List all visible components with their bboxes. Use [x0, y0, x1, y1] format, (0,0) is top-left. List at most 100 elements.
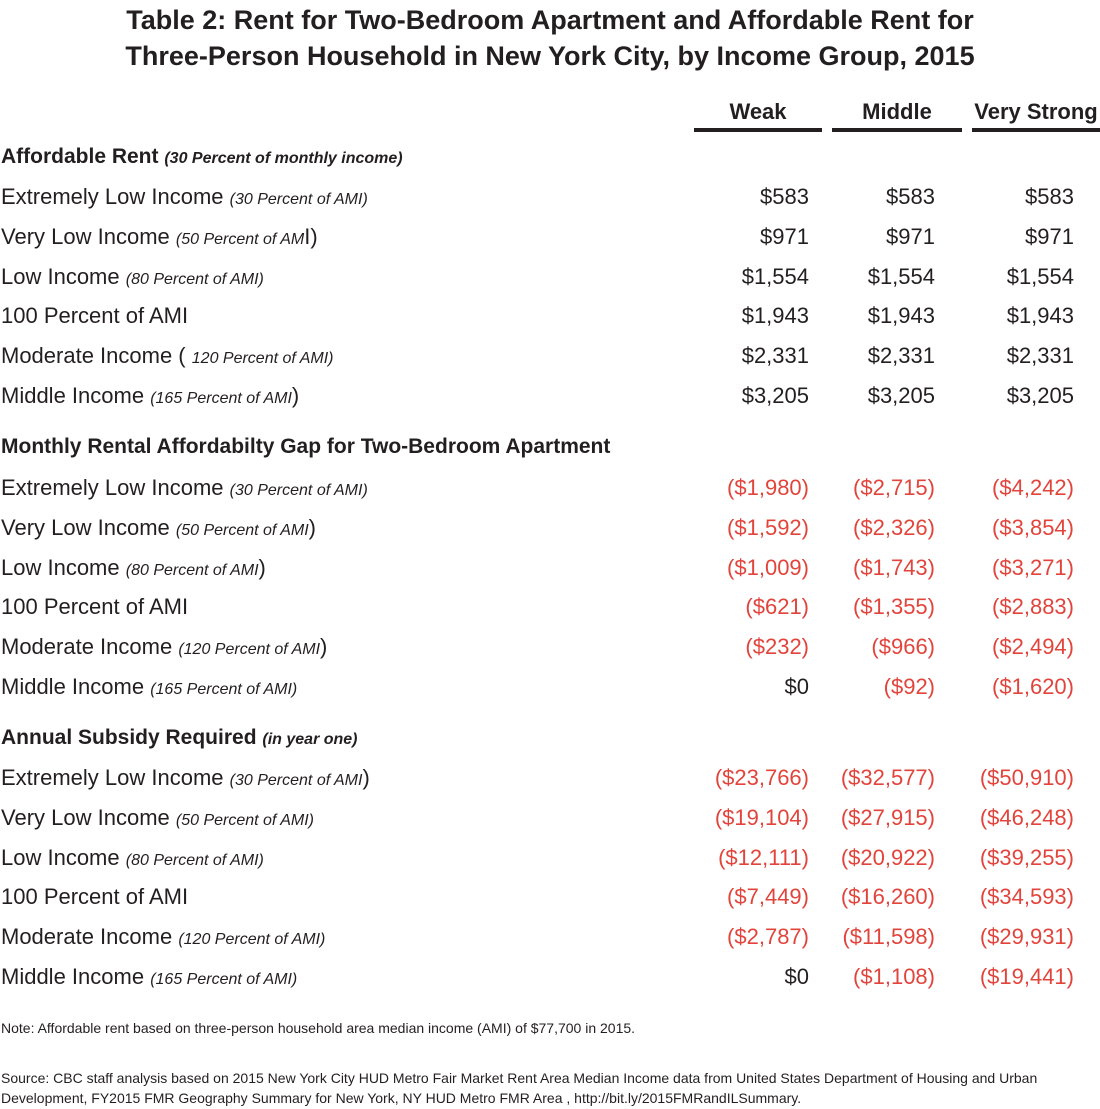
cell-middle: $971: [886, 223, 935, 249]
cell-middle: ($27,915): [840, 804, 935, 830]
cell-weak: ($19,104): [714, 804, 809, 830]
row-label-text: Middle Income: [1, 383, 145, 408]
row-label-text: Extremely Low Income: [1, 765, 224, 790]
row-label-sub: (50 Percent of AMI: [175, 521, 309, 539]
row-label-tail: ): [320, 634, 328, 660]
row-label: 100 Percent of AMI: [1, 296, 188, 336]
row-label-text: Middle Income: [1, 964, 145, 989]
section-heading: Affordable Rent (30 Percent of monthly i…: [1, 143, 403, 173]
row-label: Extremely Low Income (30 Percent of AMI): [1, 468, 368, 511]
table-row: Low Income (80 Percent of AMI) ($12,111) (…: [0, 838, 1100, 878]
row-label: Moderate Income (120 Percent of AMI): [1, 627, 327, 670]
cell-weak: $1,554: [741, 263, 809, 289]
row-label-text: Low Income: [1, 263, 120, 289]
table-row: Moderate Income (120 Percent of AMI) ($23…: [0, 627, 1100, 667]
row-label-sub: (120 Percent of AMI): [178, 931, 326, 949]
cell-middle: ($2,326): [853, 514, 935, 540]
section-heading: Monthly Rental Affordabilty Gap for Two-…: [1, 433, 610, 461]
row-label: Moderate Income ( 120 Percent of AMI): [1, 336, 333, 379]
row-label-sub: (30 Percent of AMI): [229, 191, 368, 208]
section-heading-sub: (30 Percent of monthly income): [164, 150, 403, 167]
cell-very-strong: ($29,931): [979, 924, 1074, 950]
cell-middle: $2,331: [867, 343, 935, 369]
column-header-middle: Middle: [832, 98, 962, 132]
row-label: Extremely Low Income (30 Percent of AMI): [1, 177, 368, 220]
cell-weak: $0: [784, 674, 809, 699]
section-heading: Annual Subsidy Required (in year one): [1, 724, 358, 754]
row-label-text: Low Income: [1, 554, 120, 580]
table-row: Very Low Income (50 Percent of AMI) ($19,…: [0, 798, 1100, 838]
cell-middle: ($16,260): [840, 884, 935, 910]
row-label-sub: (165 Percent of AMI): [150, 971, 298, 988]
table-row: Moderate Income (120 Percent of AMI) ($2,…: [0, 917, 1100, 957]
row-label-text: 100 Percent of AMI: [1, 303, 189, 329]
cell-very-strong: ($2,494): [992, 634, 1074, 660]
row-label: Low Income (80 Percent of AMI): [1, 838, 264, 881]
cell-middle: ($11,598): [842, 924, 935, 950]
cell-very-strong: ($2,883): [992, 594, 1074, 620]
section-heading-sub: (in year one): [262, 731, 358, 748]
row-label-tail: ): [362, 765, 370, 790]
row-label-text: Very Low Income: [1, 223, 170, 249]
row-label-sub: (120 Percent of AMI: [178, 641, 321, 659]
cell-very-strong: ($4,242): [992, 475, 1074, 500]
cell-weak: ($1,980): [727, 475, 809, 500]
row-label-sub: (80 Percent of AMI): [125, 851, 264, 869]
cell-middle: ($20,922): [840, 844, 935, 870]
table-row: Middle Income (165 Percent of AMI) $3,205…: [0, 376, 1100, 416]
column-header-very-strong: Very Strong: [972, 98, 1100, 132]
section-heading-text: Affordable Rent: [1, 145, 159, 168]
cell-weak: $0: [784, 964, 809, 989]
cell-very-strong: ($34,593): [979, 884, 1074, 910]
cell-weak: ($1,592): [727, 514, 809, 540]
section-heading-text: Annual Subsidy Required: [1, 726, 257, 749]
row-label: Middle Income (165 Percent of AMI): [1, 957, 297, 1000]
row-label-tail: I): [304, 223, 318, 249]
row-label-sub: (30 Percent of AMI): [229, 482, 368, 499]
row-label: Middle Income (165 Percent of AMI): [1, 667, 297, 710]
row-label-sub: 120 Percent of AMI): [191, 350, 334, 368]
row-label-text: Middle Income: [1, 674, 145, 699]
cell-weak: $1,943: [741, 303, 809, 329]
row-label-text: Very Low Income: [1, 804, 170, 830]
cell-weak: ($12,111): [718, 844, 809, 870]
cell-middle: $1,943: [867, 303, 935, 329]
cell-very-strong: $583: [1025, 184, 1074, 209]
row-label-sub: (80 Percent of AMI): [125, 270, 264, 288]
title-line-1: Table 2: Rent for Two-Bedroom Apartment …: [126, 5, 974, 35]
cell-weak: $971: [760, 223, 809, 249]
row-label-sub: (30 Percent of AMI: [229, 772, 363, 789]
table-row: Low Income (80 Percent of AMI) $1,554 $1,5…: [0, 257, 1100, 297]
cell-middle: ($92): [883, 674, 935, 699]
table-title: Table 2: Rent for Two-Bedroom Apartment …: [0, 2, 1100, 74]
table-row: Very Low Income (50 Percent of AMI) ($1,5…: [0, 508, 1100, 548]
row-label-tail: ): [308, 514, 316, 540]
cell-very-strong: ($3,271): [992, 554, 1074, 580]
table-row: Very Low Income (50 Percent of AMI) $971 $…: [0, 217, 1100, 257]
cell-very-strong: $2,331: [1006, 343, 1074, 369]
table-row: 100 Percent of AMI $1,943 $1,943 $1,943: [0, 296, 1100, 336]
cell-very-strong: ($3,854): [992, 514, 1074, 540]
cell-middle: ($32,577): [840, 765, 935, 790]
row-label: Very Low Income (50 Percent of AMI): [1, 217, 318, 260]
table-row: Low Income (80 Percent of AMI) ($1,009) ($…: [0, 548, 1100, 588]
row-label: Low Income (80 Percent of AMI): [1, 257, 264, 300]
cell-very-strong: $3,205: [1006, 383, 1074, 408]
cell-weak: $2,331: [741, 343, 809, 369]
cell-weak: $583: [760, 184, 809, 209]
table-row: Moderate Income ( 120 Percent of AMI) $2,…: [0, 336, 1100, 376]
cell-weak: ($1,009): [727, 554, 809, 580]
row-label: Very Low Income (50 Percent of AMI): [1, 798, 314, 841]
title-line-2: Three-Person Household in New York City,…: [125, 41, 975, 71]
cell-middle: ($2,715): [853, 475, 935, 500]
cell-weak: ($7,449): [727, 884, 809, 910]
row-label-sub: (165 Percent of AMI): [150, 681, 298, 698]
table-row: Middle Income (165 Percent of AMI) $0 ($92…: [0, 667, 1100, 707]
cell-very-strong: ($46,248): [979, 804, 1074, 830]
row-label-text: Moderate Income: [1, 634, 173, 660]
row-label: 100 Percent of AMI: [1, 587, 188, 627]
table-row: 100 Percent of AMI ($621) ($1,355) ($2,883): [0, 587, 1100, 627]
cell-weak: ($2,787): [727, 924, 809, 950]
table-source: Source: CBC staff analysis based on 2015…: [1, 1070, 1038, 1106]
row-label-text: Moderate Income (: [1, 343, 186, 369]
